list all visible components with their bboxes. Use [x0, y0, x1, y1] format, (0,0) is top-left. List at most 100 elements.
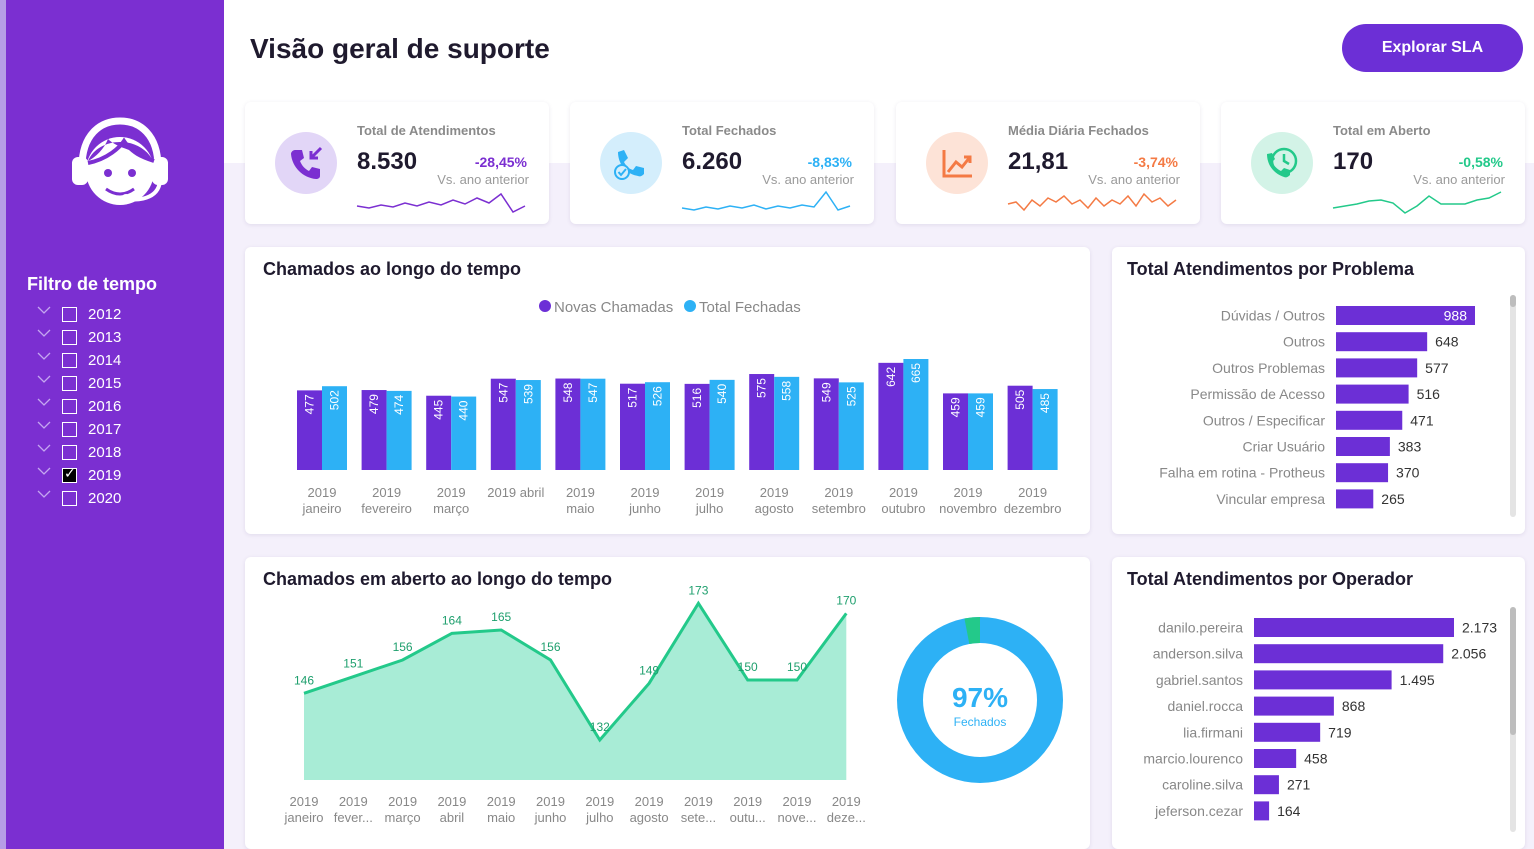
chevron-down-icon[interactable]: [36, 327, 52, 341]
operador-bar-chart: danilo.pereira 2.173 anderson.silva 2.056 ga…: [1143, 618, 1497, 821]
x-tick-label: nove...: [777, 810, 816, 825]
kpi-card-total-aberto: Total em Aberto 170 -0,58% Vs. ano anter…: [1221, 102, 1525, 224]
year-label: 2014: [88, 352, 122, 369]
chevron-down-icon[interactable]: [36, 304, 52, 318]
bar-fechadas: [1032, 389, 1058, 470]
bar-fechadas: [580, 378, 606, 470]
bar-value-label: 868: [1342, 698, 1366, 714]
bar-value-label: 370: [1396, 465, 1420, 481]
year-filter-item-2012[interactable]: 2012: [36, 303, 196, 326]
explorar-sla-button[interactable]: Explorar SLA: [1342, 24, 1523, 72]
year-checkbox[interactable]: [62, 399, 77, 414]
area-fill: [304, 603, 847, 780]
year-checkbox[interactable]: [62, 422, 77, 437]
category-label: lia.firmani: [1183, 724, 1243, 740]
bar-value-label: 383: [1398, 439, 1422, 455]
bar-value-label: 485: [1038, 393, 1052, 413]
sidebar: Filtro de tempo 2012 2013 2014 2015 2016 2017…: [6, 0, 224, 849]
x-tick-label: 2019: [339, 794, 368, 809]
bar-value-label: 547: [586, 382, 600, 402]
year-checkbox[interactable]: [62, 307, 77, 322]
bar-value-label: 271: [1287, 777, 1311, 793]
year-checkbox[interactable]: [62, 491, 77, 506]
x-tick-label: 2019: [487, 794, 516, 809]
x-tick-label: setembro: [812, 501, 866, 516]
x-tick-label: janeiro: [283, 810, 323, 825]
bar-value-label: 459: [974, 397, 988, 417]
x-tick-label: 2019: [889, 485, 918, 500]
bar-fechadas: [386, 390, 412, 470]
year-filter-item-2017[interactable]: 2017: [36, 418, 196, 441]
chevron-down-icon[interactable]: [36, 419, 52, 433]
bar-value-label: 719: [1328, 724, 1352, 740]
panel-chamados-tempo: Chamados ao longo do tempo Novas Chamada…: [245, 247, 1090, 534]
year-checkbox[interactable]: [62, 466, 77, 483]
bar-value-label: 642: [884, 367, 898, 387]
category-label: Vincular empresa: [1216, 491, 1325, 507]
chamados-area-chart: 146 151 156 164 165 156 132 149 173 150 150 170 2019…: [283, 583, 865, 825]
kpi-comparison-label: Vs. ano anterior: [1088, 172, 1180, 187]
filter-title: Filtro de tempo: [27, 274, 157, 294]
year-filter-item-2014[interactable]: 2014: [36, 349, 196, 372]
bar-value-label: 648: [1435, 334, 1459, 350]
x-tick-label: 2019: [631, 485, 660, 500]
category-label: daniel.rocca: [1168, 698, 1244, 714]
bar-novas: [426, 395, 452, 470]
year-filter-item-2020[interactable]: 2020: [36, 487, 196, 510]
x-tick-label: 2019: [388, 794, 417, 809]
point-value-label: 132: [590, 720, 610, 734]
kpi-label: Total Fechados: [682, 123, 777, 138]
chevron-down-icon[interactable]: [36, 396, 52, 410]
bar-value-label: 549: [819, 382, 833, 402]
bar: [1336, 410, 1403, 430]
kpi-icon-bg: [1251, 132, 1313, 194]
x-tick-label: 2019 abril: [487, 485, 544, 500]
chevron-down-icon[interactable]: [36, 442, 52, 456]
bar-value-label: 558: [780, 381, 794, 401]
year-checkbox[interactable]: [62, 376, 77, 391]
panel-title: Total Atendimentos por Operador: [1127, 569, 1414, 589]
point-value-label: 150: [738, 660, 758, 674]
bar: [1336, 306, 1475, 325]
scrollbar[interactable]: [1510, 607, 1516, 832]
kpi-icon-bg: [600, 132, 662, 194]
bar-novas: [620, 383, 645, 470]
scrollbar-thumb[interactable]: [1510, 295, 1516, 307]
category-label: gabriel.santos: [1156, 672, 1243, 688]
bar-novas: [749, 374, 775, 470]
x-tick-label: 2019: [954, 485, 983, 500]
year-checkbox[interactable]: [62, 353, 77, 368]
x-tick-label: 2019: [1018, 485, 1047, 500]
bar-value-label: 458: [1304, 751, 1328, 767]
bar-value-label: 516: [1417, 386, 1441, 402]
x-tick-label: agosto: [755, 501, 794, 516]
kpi-sparkline: [356, 192, 526, 213]
bar-novas: [555, 378, 581, 470]
bar-value-label: 459: [949, 397, 963, 417]
year-filter-item-2019[interactable]: 2019: [36, 464, 196, 487]
chevron-down-icon[interactable]: [36, 488, 52, 502]
category-label: Outros: [1283, 334, 1325, 350]
year-filter-item-2018[interactable]: 2018: [36, 441, 196, 464]
point-value-label: 150: [787, 660, 807, 674]
bar-fechadas: [709, 379, 735, 470]
chevron-down-icon[interactable]: [36, 465, 52, 479]
year-filter-item-2016[interactable]: 2016: [36, 395, 196, 418]
bar-value-label: 265: [1381, 491, 1405, 507]
year-filter-item-2013[interactable]: 2013: [36, 326, 196, 349]
chevron-down-icon[interactable]: [36, 350, 52, 364]
window-left-edge: [0, 0, 6, 849]
scrollbar-thumb[interactable]: [1510, 607, 1516, 735]
scrollbar[interactable]: [1510, 295, 1516, 517]
kpi-comparison-label: Vs. ano anterior: [437, 172, 529, 187]
category-label: anderson.silva: [1153, 646, 1243, 662]
kpi-comparison-label: Vs. ano anterior: [762, 172, 854, 187]
bar-novas: [297, 390, 322, 470]
kpi-sparkline: [681, 190, 851, 211]
year-checkbox[interactable]: [62, 330, 77, 345]
year-filter-item-2015[interactable]: 2015: [36, 372, 196, 395]
year-checkbox[interactable]: [62, 445, 77, 460]
chevron-down-icon[interactable]: [36, 373, 52, 387]
bar-value-label: 526: [651, 386, 665, 406]
